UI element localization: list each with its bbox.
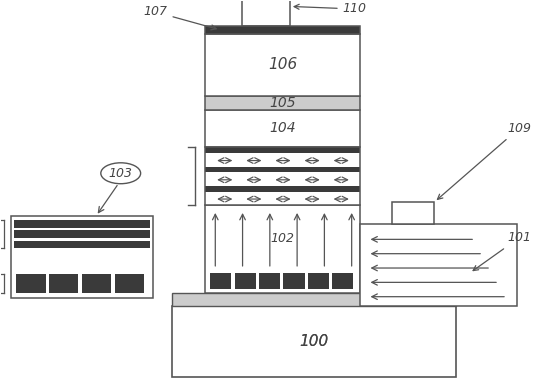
Bar [172, 293, 456, 306]
Bar [283, 273, 305, 289]
Text: 103c: 103c [0, 382, 1, 383]
Bar [392, 202, 434, 224]
Text: 106: 106 [268, 57, 297, 72]
Text: 100: 100 [300, 334, 329, 349]
Bar [235, 273, 256, 289]
Text: 109: 109 [437, 122, 531, 200]
Bar [205, 96, 360, 110]
Bar [205, 172, 360, 186]
Bar [205, 147, 360, 153]
Text: 108: 108 [0, 382, 1, 383]
Bar [49, 274, 79, 293]
Text: 102: 102 [271, 232, 295, 245]
Bar [205, 153, 360, 167]
Bar [360, 224, 517, 306]
Bar [11, 216, 152, 298]
Bar [205, 167, 360, 172]
Bar [205, 205, 360, 293]
Text: 105: 105 [269, 96, 296, 110]
Bar [308, 273, 329, 289]
Ellipse shape [101, 163, 141, 184]
Text: 110: 110 [294, 3, 367, 15]
Bar [172, 306, 456, 377]
Bar [332, 273, 353, 289]
Bar [205, 26, 360, 34]
Text: 100: 100 [300, 334, 329, 349]
Bar [82, 274, 111, 293]
Bar [115, 274, 144, 293]
Bar [16, 274, 46, 293]
Text: 103: 103 [109, 167, 133, 180]
Bar [210, 273, 232, 289]
Bar [259, 273, 280, 289]
Bar [14, 220, 150, 228]
Bar [205, 34, 360, 96]
Bar [14, 241, 150, 249]
Bar [205, 147, 360, 205]
Bar [205, 110, 360, 147]
Text: 101: 101 [473, 231, 531, 270]
Bar [242, 0, 290, 26]
Bar [14, 231, 150, 238]
Text: 104: 104 [269, 121, 296, 136]
Bar [205, 186, 360, 192]
Text: 103a: 103a [0, 382, 1, 383]
Bar [205, 192, 360, 205]
Text: 107: 107 [143, 5, 217, 30]
